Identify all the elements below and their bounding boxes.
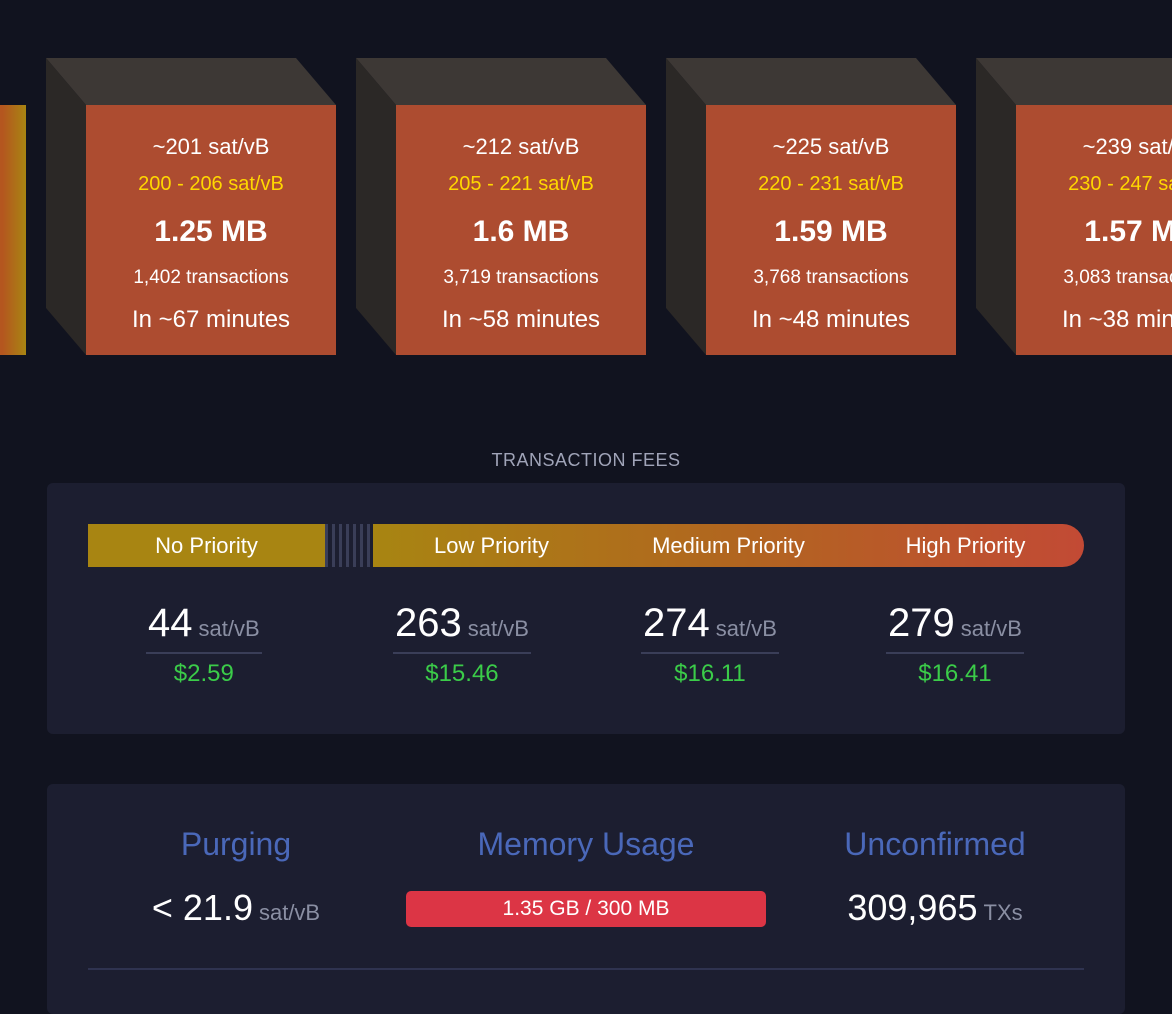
block-top-face (666, 58, 956, 105)
purging-value: < 21.9 sat/vB (146, 887, 326, 929)
fee-rate-unit: sat/vB (960, 616, 1022, 641)
mempool-block[interactable]: ~212 sat/vB 205 - 221 sat/vB 1.6 MB 3,71… (356, 58, 646, 355)
block-median-fee: ~212 sat/vB (462, 134, 580, 159)
unconfirmed-count: 309,965 (847, 887, 978, 928)
block-tx-count: 3,719 transactions (443, 267, 599, 288)
mempool-block-partial[interactable] (0, 105, 26, 355)
block-eta: In ~48 minutes (751, 306, 911, 333)
purging-stat: Purging < 21.9 sat/vB (146, 826, 326, 929)
high-priority-label: High Priority (905, 532, 1026, 558)
unconfirmed-label: Unconfirmed (844, 826, 1026, 862)
fee-rate-unit: sat/vB (715, 616, 777, 641)
block-median-fee: ~201 sat/vB (152, 134, 270, 159)
fee-usd: $15.46 (425, 660, 499, 687)
unconfirmed-unit: TXs (983, 900, 1023, 925)
block-front-face: ~225 sat/vB 220 - 231 sat/vB 1.59 MB 3,7… (706, 105, 956, 355)
block-median-fee: ~225 sat/vB (772, 134, 890, 159)
block-front-face: ~239 sat/vB 230 - 247 sat/vB 1.57 MB 3,0… (1016, 105, 1172, 355)
priority-gradient-bar: Low Priority Medium Priority High Priori… (373, 524, 1084, 567)
block-top-face (356, 58, 646, 105)
medium-priority-fee: 274 sat/vB $16.11 (641, 601, 779, 688)
purging-rate: < 21.9 (151, 887, 253, 928)
block-fee-range: 230 - 247 sat/vB (1068, 173, 1172, 195)
unconfirmed-stat: Unconfirmed 309,965 TXs (825, 826, 1045, 929)
stats-divider (88, 968, 1084, 970)
block-fee-range: 200 - 206 sat/vB (138, 173, 284, 195)
mempool-block[interactable]: ~239 sat/vB 230 - 247 sat/vB 1.57 MB 3,0… (976, 58, 1172, 355)
purging-label: Purging (180, 826, 292, 862)
memory-usage-value: 1.35 GB / 300 MB (406, 891, 766, 927)
fee-rate: 263 sat/vB (393, 601, 531, 654)
block-top-face (46, 58, 336, 105)
block-front-face: ~212 sat/vB 205 - 221 sat/vB 1.6 MB 3,71… (396, 105, 646, 355)
block-eta: In ~38 minutes (1061, 306, 1172, 333)
no-priority-bar: No Priority (88, 524, 325, 567)
high-priority-fee: 279 sat/vB $16.41 (886, 601, 1024, 688)
mempool-blocks: ~201 sat/vB 200 - 206 sat/vB 1.25 MB 1,4… (0, 0, 1172, 400)
block-front-face: ~201 sat/vB 200 - 206 sat/vB 1.25 MB 1,4… (86, 105, 336, 355)
priority-gap-stripes (325, 524, 373, 567)
fee-usd: $2.59 (173, 660, 234, 687)
block-size: 1.59 MB (774, 215, 888, 248)
block-size: 1.57 MB (1084, 215, 1172, 248)
block-side-face (356, 58, 396, 355)
fee-rate-value: 263 (395, 601, 462, 645)
block-tx-count: 3,768 transactions (753, 267, 909, 288)
fee-rate: 274 sat/vB (641, 601, 779, 654)
block-eta: In ~58 minutes (441, 306, 601, 333)
memory-usage-label: Memory Usage (477, 826, 695, 862)
block-fee-range: 205 - 221 sat/vB (448, 173, 594, 195)
fee-usd: $16.11 (674, 660, 746, 687)
fee-rate-value: 44 (148, 601, 193, 645)
no-priority-label: No Priority (155, 532, 258, 558)
block-fee-range: 220 - 231 sat/vB (758, 173, 904, 195)
block-side-face (976, 58, 1016, 355)
unconfirmed-value: 309,965 TXs (825, 887, 1045, 929)
memory-usage-stat: Memory Usage 1.35 GB / 300 MB (406, 826, 766, 927)
fee-rate-unit: sat/vB (198, 616, 260, 641)
fee-rate-value: 274 (643, 601, 710, 645)
mempool-block[interactable]: ~201 sat/vB 200 - 206 sat/vB 1.25 MB 1,4… (46, 58, 336, 355)
purging-unit: sat/vB (258, 900, 321, 925)
fee-rate-value: 279 (888, 601, 955, 645)
block-tx-count: 1,402 transactions (133, 267, 289, 288)
block-eta: In ~67 minutes (131, 306, 291, 333)
block-size: 1.6 MB (472, 215, 570, 248)
block-tx-count: 3,083 transactions (1063, 267, 1172, 288)
block-median-fee: ~239 sat/vB (1082, 134, 1172, 159)
block-size: 1.25 MB (154, 215, 268, 248)
fee-rate: 44 sat/vB (146, 601, 262, 654)
low-priority-fee: 263 sat/vB $15.46 (393, 601, 531, 688)
fee-rate-unit: sat/vB (467, 616, 529, 641)
block-side-face (666, 58, 706, 355)
no-priority-fee: 44 sat/vB $2.59 (146, 601, 262, 688)
memory-usage-bar: 1.35 GB / 300 MB (406, 891, 766, 927)
fee-rate: 279 sat/vB (886, 601, 1024, 654)
mempool-block[interactable]: ~225 sat/vB 220 - 231 sat/vB 1.59 MB 3,7… (666, 58, 956, 355)
transaction-fees-title: TRANSACTION FEES (491, 450, 681, 470)
medium-priority-label: Medium Priority (652, 532, 805, 558)
fees-card: No Priority Low Priority Medium Priority… (47, 483, 1125, 734)
fee-usd: $16.41 (918, 660, 992, 687)
block-side-face (46, 58, 86, 355)
low-priority-label: Low Priority (434, 532, 549, 558)
mempool-stats-card: Purging < 21.9 sat/vB Memory Usage 1.35 G… (47, 784, 1125, 1014)
